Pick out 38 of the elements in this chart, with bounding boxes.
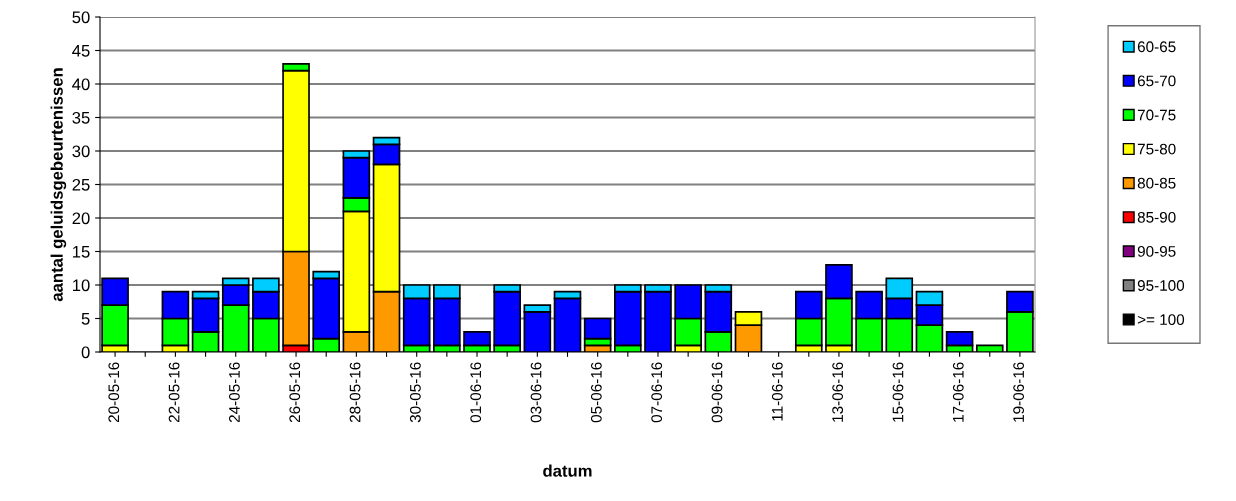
x-axis-title: datum (543, 464, 592, 477)
x-tick-label: 13-06-16 (832, 362, 844, 422)
legend-label: 75-80 (1137, 143, 1176, 155)
x-tick-label: 20-05-16 (108, 362, 120, 423)
y-tick-label: 10 (73, 279, 90, 292)
y-tick-label: 40 (72, 78, 90, 91)
x-tick-label: 01-06-16 (470, 362, 482, 423)
y-tick-label: 20 (72, 212, 90, 225)
y-tick-label: 5 (81, 313, 90, 325)
x-tick-label: 30-05-16 (409, 362, 421, 423)
x-tick-label: 09-06-16 (711, 362, 723, 423)
legend-label: 90-95 (1137, 245, 1176, 257)
x-tick-label: 15-06-16 (892, 362, 904, 422)
x-tick-label: 17-06-16 (952, 362, 964, 422)
y-tick-label: 30 (72, 145, 90, 158)
x-tick-label: 03-06-16 (530, 362, 542, 423)
x-tick-label: 05-06-16 (590, 362, 602, 423)
y-tick-label: 15 (73, 246, 90, 258)
legend-label: >= 100 (1137, 314, 1185, 326)
legend-label: 95-100 (1137, 280, 1185, 291)
legend-label: 65-70 (1137, 75, 1176, 87)
legend-label: 70-75 (1137, 109, 1176, 121)
x-tick-label: 26-05-16 (289, 362, 301, 423)
x-tick-label: 07-06-16 (651, 362, 663, 423)
x-tick-label: 24-05-16 (229, 362, 240, 423)
x-tick-label: 28-05-16 (349, 362, 361, 423)
x-tick-label: 19-06-16 (1013, 362, 1025, 422)
legend-label: 85-90 (1137, 211, 1176, 223)
y-tick-label: 50 (72, 11, 90, 24)
y-tick-label: 0 (81, 346, 90, 359)
legend-label: 60-65 (1137, 41, 1176, 53)
legend-label: 80-85 (1137, 177, 1176, 189)
x-tick-label: 11-06-16 (771, 362, 783, 421)
y-tick-label: 35 (72, 111, 90, 124)
y-tick-label: 25 (72, 178, 90, 191)
y-axis-title: aantal geluidsgebeurtenissen (50, 68, 67, 302)
y-tick-label: 45 (72, 45, 90, 57)
x-tick-label: 22-05-16 (168, 362, 180, 423)
